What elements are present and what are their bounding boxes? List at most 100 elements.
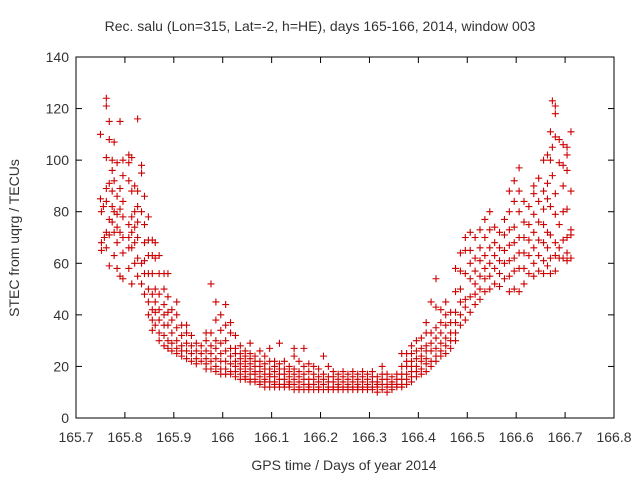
data-point-plus — [555, 159, 563, 167]
data-point-plus — [432, 303, 440, 311]
data-point-plus — [481, 234, 489, 241]
data-point-plus — [138, 169, 146, 177]
y-tick-label: 20 — [53, 358, 69, 374]
data-point-plus — [408, 350, 416, 358]
data-point-plus — [192, 339, 200, 347]
data-point-plus — [151, 254, 159, 262]
data-point-plus — [373, 388, 381, 396]
data-point-plus — [202, 337, 210, 345]
data-point-plus — [261, 352, 269, 360]
data-point-plus — [505, 272, 513, 280]
data-point-plus — [110, 228, 118, 236]
data-point-plus — [422, 319, 430, 327]
data-point-plus — [496, 282, 504, 290]
data-point-plus — [543, 151, 551, 159]
data-point-plus — [540, 221, 548, 229]
data-point-plus — [567, 254, 575, 262]
data-point-plus — [535, 252, 543, 260]
data-point-plus — [456, 321, 464, 329]
x-tick-label: 165.9 — [156, 429, 191, 445]
data-point-plus — [481, 288, 489, 296]
data-point-plus — [505, 187, 513, 195]
data-point-plus — [427, 329, 435, 337]
data-point-plus — [432, 275, 440, 283]
data-point-plus — [422, 360, 430, 368]
data-point-plus — [471, 267, 479, 275]
data-point-plus — [131, 208, 139, 216]
data-point-plus — [97, 239, 105, 247]
data-point-plus — [212, 337, 220, 345]
data-point-plus — [290, 344, 298, 352]
data-point-plus — [535, 197, 543, 205]
data-point-plus — [140, 221, 148, 229]
data-point-plus — [222, 337, 230, 345]
data-point-plus — [543, 262, 551, 270]
data-point-plus — [442, 342, 450, 350]
data-point-plus — [113, 159, 121, 167]
data-point-plus — [110, 177, 118, 185]
data-point-plus — [164, 344, 172, 352]
data-point-plus — [197, 342, 205, 350]
data-point-plus — [417, 334, 425, 342]
data-point-plus — [543, 244, 551, 252]
data-point-plus — [125, 264, 133, 272]
data-point-plus — [546, 156, 554, 164]
x-axis-ticks: 165.7 165.8 165.9 166 166.1 166.2 166.3 166.4 16… — [58, 57, 632, 445]
data-point-plus — [530, 210, 538, 218]
data-point-plus — [305, 368, 313, 376]
data-point-plus — [134, 272, 142, 280]
data-point-plus — [168, 329, 176, 337]
data-point-plus — [99, 203, 107, 211]
x-tick-label: 166.5 — [450, 429, 485, 445]
data-point-plus — [437, 306, 445, 314]
data-point-plus — [551, 239, 559, 247]
data-point-plus — [486, 272, 494, 280]
data-point-plus — [151, 308, 159, 316]
data-point-plus — [466, 259, 474, 267]
data-point-plus — [510, 177, 518, 185]
data-point-plus — [520, 280, 528, 288]
data-point-plus — [324, 362, 332, 370]
data-point-plus — [456, 267, 464, 275]
data-point-plus — [315, 365, 323, 373]
data-point-plus — [222, 357, 230, 365]
data-point-plus — [510, 267, 518, 275]
data-point-plus — [548, 172, 556, 180]
data-point-plus — [496, 244, 504, 252]
data-point-plus — [173, 311, 181, 319]
data-point-plus — [500, 231, 508, 239]
x-tick-label: 166.2 — [303, 429, 338, 445]
data-point-plus — [500, 259, 508, 267]
data-point-plus — [520, 197, 528, 205]
data-point-plus — [97, 208, 105, 216]
data-point-plus — [138, 161, 146, 169]
data-point-plus — [563, 166, 571, 174]
data-point-plus — [432, 324, 440, 332]
data-point-plus — [466, 308, 474, 316]
data-point-plus — [481, 252, 489, 260]
data-point-plus — [471, 290, 479, 298]
data-point-plus — [113, 239, 121, 247]
data-point-plus — [551, 190, 559, 198]
data-point-plus — [119, 275, 127, 283]
data-point-plus — [108, 166, 116, 174]
x-tick-label: 165.7 — [58, 429, 93, 445]
data-point-plus — [116, 117, 124, 125]
y-tick-label: 140 — [46, 49, 70, 65]
data-point-plus — [530, 272, 538, 280]
data-point-plus — [128, 244, 136, 252]
data-point-plus — [546, 128, 554, 136]
data-point-plus — [466, 293, 474, 301]
data-point-plus — [525, 270, 533, 278]
data-point-plus — [417, 370, 425, 378]
data-point-plus — [212, 344, 220, 352]
data-point-plus — [551, 252, 559, 260]
data-point-plus — [540, 270, 548, 278]
data-point-plus — [160, 331, 168, 339]
data-point-plus — [131, 239, 139, 247]
data-point-plus — [212, 355, 220, 363]
data-point-plus — [131, 223, 139, 231]
data-point-plus — [134, 115, 142, 123]
data-point-plus — [515, 164, 523, 172]
data-point-plus — [378, 362, 386, 370]
